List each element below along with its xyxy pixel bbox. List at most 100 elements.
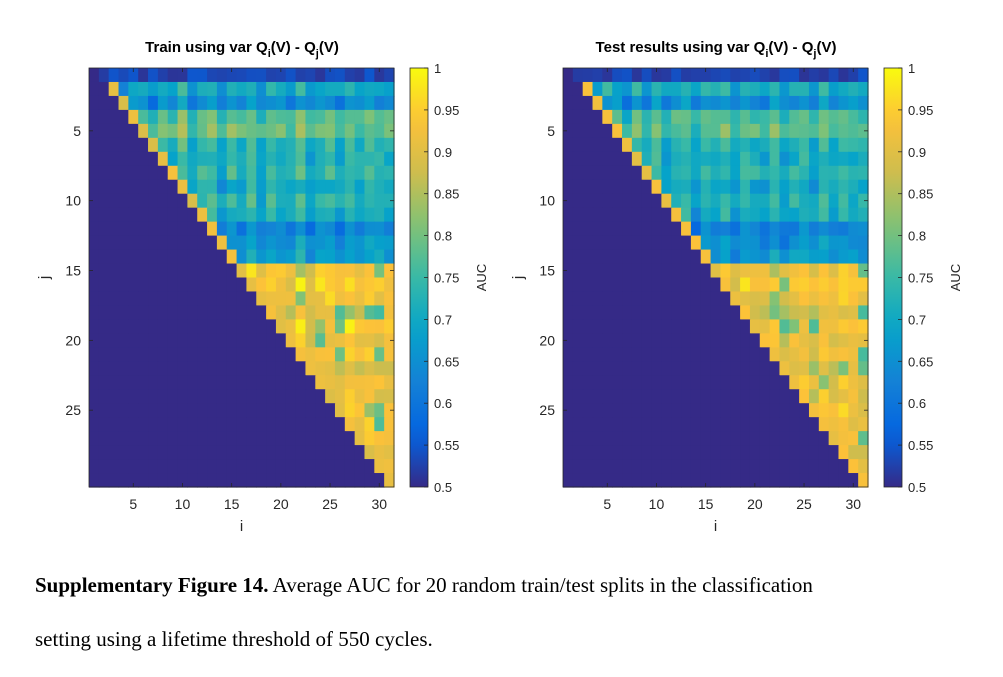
heatmap-cell <box>236 165 248 181</box>
heatmap-cell <box>207 417 218 432</box>
heatmap-cell <box>563 249 574 265</box>
heatmap-cell <box>622 137 633 153</box>
heatmap-cell <box>572 263 584 279</box>
heatmap-cell <box>681 403 692 418</box>
heatmap-cell <box>858 319 869 334</box>
heatmap-cell <box>828 347 840 362</box>
heatmap-cell <box>769 221 781 237</box>
heatmap-cell <box>384 137 395 153</box>
heatmap-cell <box>858 179 869 195</box>
heatmap-cell <box>789 291 800 307</box>
heatmap-cell <box>828 417 840 432</box>
heatmap-cell <box>364 431 375 446</box>
heatmap-cell <box>364 193 375 209</box>
heatmap-cell <box>138 68 149 83</box>
heatmap-cell <box>749 459 761 474</box>
heatmap-cell <box>325 137 336 153</box>
heatmap-cell <box>808 319 820 334</box>
heatmap-cell <box>572 179 584 195</box>
heatmap-cell <box>661 137 672 153</box>
heatmap-cell <box>789 221 800 237</box>
heatmap-cell <box>157 347 169 362</box>
heatmap-cell <box>128 431 139 446</box>
heatmap-cell <box>848 68 859 83</box>
heatmap-cell <box>838 403 849 418</box>
heatmap-cell <box>828 81 840 97</box>
heatmap-cell <box>730 193 741 209</box>
heatmap-cell <box>848 151 859 167</box>
heatmap-cell <box>848 207 859 223</box>
heatmap-cell <box>710 375 722 390</box>
heatmap-cell <box>631 95 643 111</box>
heatmap-cell <box>187 95 198 111</box>
heatmap-cell <box>582 137 594 153</box>
heatmap-cell <box>661 333 672 348</box>
heatmap-cell <box>602 68 613 83</box>
heatmap-cell <box>325 445 336 460</box>
heatmap-cell <box>108 389 120 404</box>
heatmap-cell <box>572 249 584 265</box>
colorbar-tick-label: 0.7 <box>908 312 926 327</box>
heatmap-cell <box>681 291 692 307</box>
heatmap-cell <box>89 68 100 83</box>
heatmap-cell <box>256 277 267 293</box>
heatmap-cell <box>266 277 277 293</box>
heatmap-cell <box>305 403 316 418</box>
heatmap-cell <box>207 361 218 376</box>
heatmap-cell <box>285 417 297 432</box>
heatmap-cell <box>89 473 100 488</box>
heatmap-cell <box>384 179 395 195</box>
heatmap-cell <box>325 179 336 195</box>
heatmap-cell <box>187 375 198 390</box>
heatmap-cell <box>838 445 849 460</box>
heatmap-cell <box>89 291 100 307</box>
heatmap-cell <box>207 375 218 390</box>
heatmap-cell <box>808 375 820 390</box>
heatmap-cell <box>148 319 159 334</box>
heatmap-cell <box>197 165 208 181</box>
heatmap-cell <box>858 277 869 293</box>
heatmap-cell <box>838 151 849 167</box>
heatmap-cell <box>197 137 208 153</box>
heatmap-cell <box>118 333 129 348</box>
heatmap-cell <box>730 221 741 237</box>
heatmap-cell <box>730 151 741 167</box>
heatmap-cell <box>384 68 395 83</box>
heatmap-cell <box>148 109 159 125</box>
heatmap-cell <box>769 277 781 293</box>
heatmap-cell <box>207 81 218 97</box>
y-tick-label: 5 <box>73 123 81 139</box>
heatmap-cell <box>354 68 366 83</box>
heatmap-cell <box>720 445 731 460</box>
heatmap-cell <box>710 459 722 474</box>
heatmap-cell <box>641 207 653 223</box>
heatmap-cell <box>246 249 257 265</box>
heatmap-cell <box>187 81 198 97</box>
heatmap-cell <box>838 347 849 362</box>
heatmap-cell <box>148 249 159 265</box>
heatmap-cell <box>295 165 307 181</box>
heatmap-cell <box>187 179 198 195</box>
heatmap-cell <box>789 95 800 111</box>
heatmap-cell <box>848 235 859 251</box>
heatmap-cell <box>690 193 702 209</box>
heatmap-cell <box>690 459 702 474</box>
heatmap-cell <box>671 95 682 111</box>
heatmap-cell <box>295 68 307 83</box>
heatmap-cell <box>325 305 336 320</box>
heatmap-cell <box>838 473 849 488</box>
heatmap-cell <box>216 319 228 334</box>
heatmap-cell <box>344 81 356 97</box>
heatmap-cell <box>374 137 385 153</box>
heatmap-cell <box>779 165 790 181</box>
heatmap-cell <box>108 347 120 362</box>
heatmap-cell <box>720 347 731 362</box>
heatmap-cell <box>818 473 830 488</box>
heatmap-cell <box>690 431 702 446</box>
heatmap-cell <box>148 403 159 418</box>
heatmap-cell <box>818 151 830 167</box>
heatmap-cell <box>602 263 613 279</box>
heatmap-cell <box>818 68 830 83</box>
heatmap-cell <box>138 305 149 320</box>
heatmap-cell <box>858 361 869 376</box>
